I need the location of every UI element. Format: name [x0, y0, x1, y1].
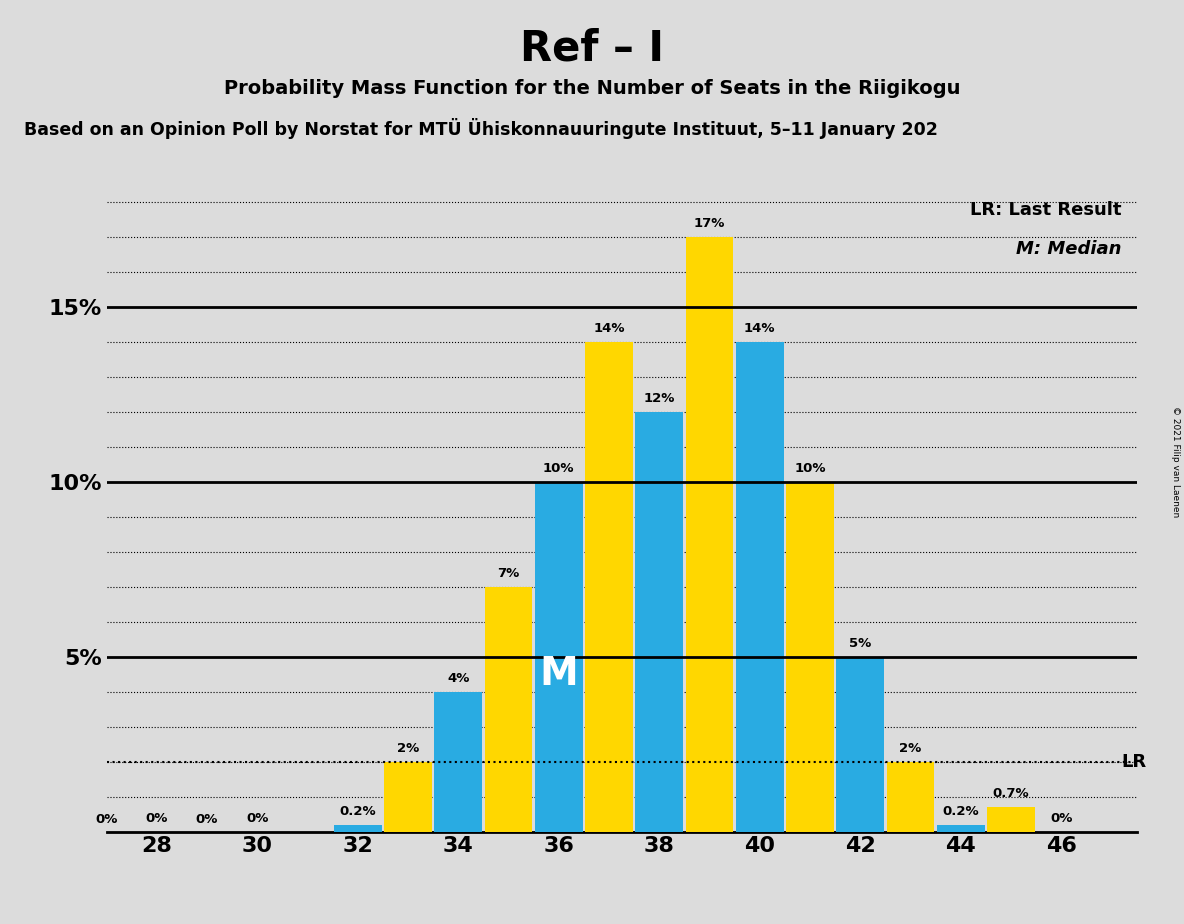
Text: 14%: 14%	[593, 322, 625, 335]
Bar	[535, 482, 583, 832]
Text: Ref – I: Ref – I	[520, 28, 664, 69]
Text: 7%: 7%	[497, 566, 520, 580]
Text: M: Median: M: Median	[1016, 240, 1121, 258]
Bar	[435, 692, 482, 832]
Text: 0%: 0%	[146, 811, 168, 824]
Bar	[887, 761, 934, 832]
Bar	[384, 761, 432, 832]
Text: 17%: 17%	[694, 217, 726, 230]
Bar	[585, 342, 633, 832]
Bar	[636, 412, 683, 832]
Text: 10%: 10%	[794, 462, 825, 475]
Text: 5%: 5%	[849, 637, 871, 650]
Text: © 2021 Filip van Laenen: © 2021 Filip van Laenen	[1171, 407, 1180, 517]
Bar	[786, 482, 834, 832]
Text: LR: LR	[1121, 753, 1146, 771]
Text: LR: Last Result: LR: Last Result	[970, 201, 1121, 219]
Text: 0.2%: 0.2%	[942, 805, 979, 818]
Text: 12%: 12%	[644, 392, 675, 405]
Bar	[736, 342, 784, 832]
Text: 10%: 10%	[543, 462, 574, 475]
Bar	[334, 824, 381, 832]
Text: 0%: 0%	[246, 811, 269, 824]
Bar	[484, 587, 533, 832]
Text: 0%: 0%	[96, 813, 117, 826]
Text: 2%: 2%	[900, 742, 921, 755]
Text: 0%: 0%	[195, 813, 218, 826]
Text: 2%: 2%	[397, 742, 419, 755]
Text: 0.7%: 0.7%	[992, 787, 1029, 800]
Text: Based on an Opinion Poll by Norstat for MTÜ Ühiskonnauuringute Instituut, 5–11 J: Based on an Opinion Poll by Norstat for …	[24, 118, 938, 140]
Text: M: M	[540, 655, 578, 693]
Bar	[987, 808, 1035, 832]
Text: Probability Mass Function for the Number of Seats in the Riigikogu: Probability Mass Function for the Number…	[224, 79, 960, 98]
Text: 14%: 14%	[744, 322, 776, 335]
Text: 0%: 0%	[1050, 811, 1073, 824]
Text: 4%: 4%	[448, 672, 470, 685]
Text: 0.2%: 0.2%	[340, 805, 377, 818]
Bar	[686, 237, 733, 832]
Bar	[937, 824, 985, 832]
Bar	[836, 657, 884, 832]
